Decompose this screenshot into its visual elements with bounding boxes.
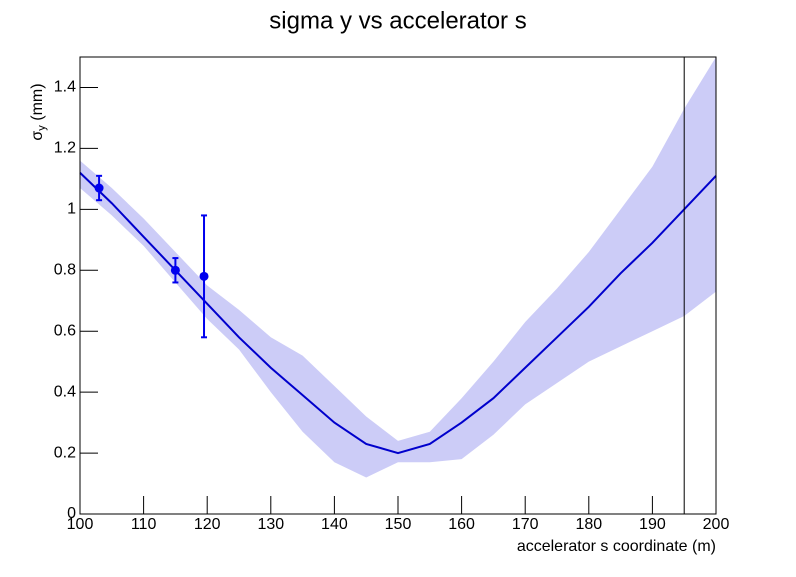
y-tick-label: 0.8 [54,261,76,278]
x-tick-label: 100 [67,516,94,533]
x-tick-label: 170 [512,516,539,533]
x-tick-label: 130 [257,516,284,533]
data-point [170,265,180,275]
y-label-symbol: σ [29,131,46,141]
x-axis-label: accelerator s coordinate (m) [517,538,716,555]
x-tick-label: 120 [194,516,221,533]
y-tick-label: 0.2 [54,444,76,461]
chart-title: sigma y vs accelerator s [269,7,526,34]
y-axis-label: σy (mm) [29,83,48,140]
y-tick-label: 0.4 [54,383,76,400]
y-label-unit: (mm) [29,83,46,120]
y-tick-label: 1.4 [54,79,76,96]
data-point [199,271,209,281]
y-tick-label: 0.6 [54,322,76,339]
x-tick-label: 180 [575,516,602,533]
data-point [94,183,104,193]
y-label-subscript: y [36,125,48,131]
x-tick-label: 150 [385,516,412,533]
y-tick-label: 1.2 [54,140,76,157]
x-tick-label: 200 [703,516,730,533]
fit-line [79,172,717,455]
y-tick-label: 1 [67,201,76,218]
x-tick-label: 190 [639,516,666,533]
x-tick-label: 140 [321,516,348,533]
y-tick-label: 0 [67,505,76,522]
confidence-band [80,57,716,478]
x-tick-label: 160 [448,516,475,533]
x-tick-label: 110 [131,516,157,533]
